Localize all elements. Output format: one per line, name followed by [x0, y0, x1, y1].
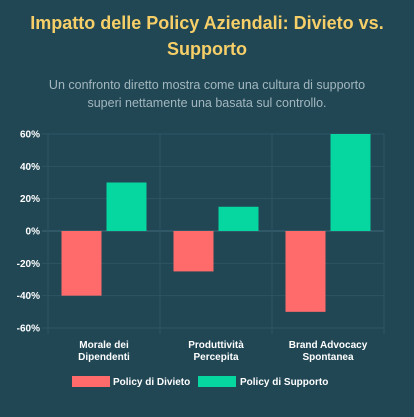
y-tick-label: 40%	[20, 162, 40, 173]
legend-label: Policy di Supporto	[240, 377, 328, 388]
bar-supporto	[218, 206, 259, 231]
bar-supporto	[330, 134, 371, 231]
x-category-label: Dipendenti	[78, 352, 130, 363]
y-tick-label: 20%	[20, 194, 40, 205]
chart-title-line-1: Impatto delle Policy Aziendali: Divieto …	[30, 13, 384, 33]
x-category-label: Percepita	[193, 352, 238, 363]
bar-divieto	[285, 231, 326, 312]
y-tick-label: 0%	[26, 227, 41, 238]
y-tick-label: -60%	[17, 324, 40, 335]
chart-subtitle: Un confronto diretto mostra come una cul…	[0, 76, 414, 112]
bar-divieto	[61, 231, 102, 296]
legend-swatch	[198, 376, 236, 387]
y-tick-label: -40%	[17, 291, 40, 302]
x-category-label: Produttività	[188, 340, 244, 351]
chart-subtitle-line-2: superi nettamente una basata sul control…	[87, 96, 327, 110]
bar-divieto	[173, 231, 214, 272]
legend-swatch	[72, 376, 110, 387]
chart-title: Impatto delle Policy Aziendali: Divieto …	[0, 10, 414, 62]
bar-supporto	[106, 182, 147, 231]
legend-label: Policy di Divieto	[113, 377, 190, 388]
x-category-label: Spontanea	[302, 352, 354, 363]
x-category-label: Brand Advocacy	[289, 340, 368, 351]
x-category-label: Morale dei	[79, 340, 129, 351]
y-tick-label: -20%	[17, 259, 40, 270]
chart-subtitle-line-1: Un confronto diretto mostra come una cul…	[48, 78, 366, 92]
y-tick-label: 60%	[20, 130, 40, 141]
chart-title-line-2: Supporto	[167, 39, 247, 59]
